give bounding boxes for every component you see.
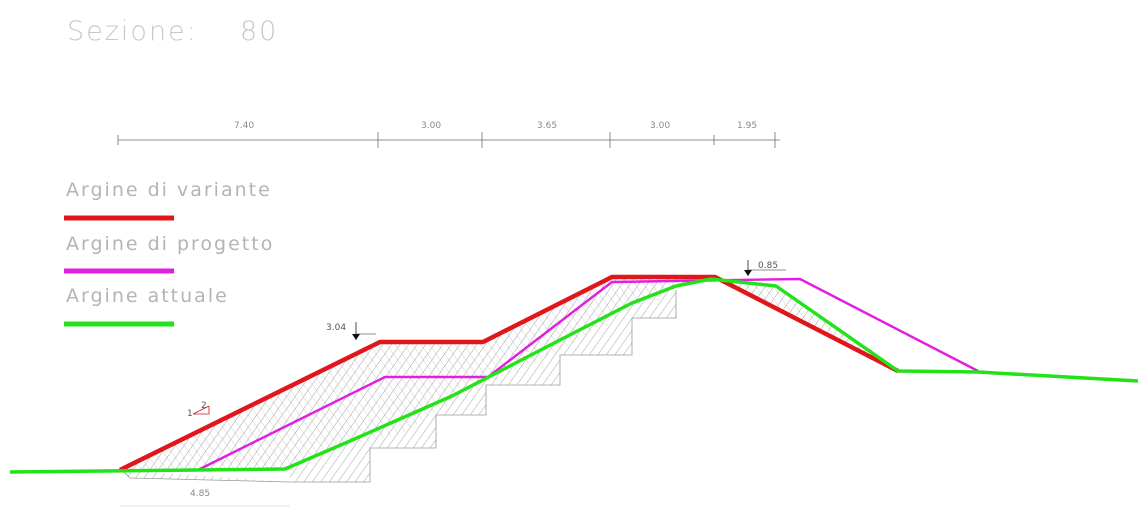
section-title-label: Sezione: — [67, 16, 198, 47]
dimension-label: 3.65 — [537, 121, 557, 131]
bottom-dimension: 4.85 — [120, 489, 290, 507]
berm-level-marker: 3.04 — [326, 322, 376, 340]
dimension-label: 1.95 — [737, 121, 757, 131]
legend-label-attuale: Argine attuale — [66, 285, 229, 307]
bottom-dimension-label: 4.85 — [190, 489, 210, 499]
line-argine-attuale — [9, 277, 1138, 474]
crest-level-label: 0.85 — [758, 261, 778, 271]
slope-ratio-one: 1 — [187, 409, 193, 419]
legend: Argine di variante Argine di progetto Ar… — [64, 179, 274, 327]
dimension-label: 3.00 — [421, 121, 441, 131]
legend-label-variante: Argine di variante — [66, 179, 272, 201]
dimension-label: 3.00 — [650, 121, 670, 131]
embankment-fill — [121, 277, 898, 483]
dimension-chain: 7.40 3.00 3.65 3.00 1.95 — [117, 121, 780, 148]
slope-ratio-symbol: 2 1 — [187, 401, 210, 419]
dimension-label: 7.40 — [234, 121, 254, 131]
crest-level-marker: 0.85 — [744, 260, 786, 276]
berm-level-label: 3.04 — [326, 323, 346, 333]
line-argine-variante — [119, 274, 900, 473]
legend-label-progetto: Argine di progetto — [66, 233, 274, 255]
slope-ratio-label: 2 — [201, 401, 207, 411]
section-number: 80 — [240, 16, 278, 47]
line-argine-progetto — [197, 277, 979, 472]
